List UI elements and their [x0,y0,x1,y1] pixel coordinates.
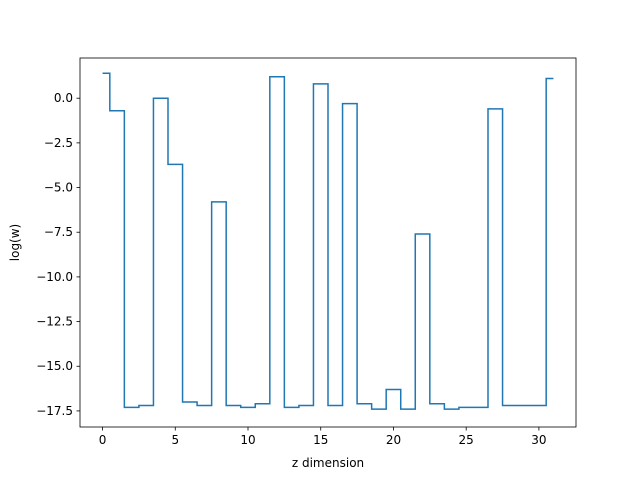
x-tick-label: 20 [386,433,401,447]
y-tick-label: −17.5 [36,404,73,418]
x-axis-label: z dimension [292,456,364,470]
y-tick-label: 0.0 [54,91,73,105]
y-tick-label: −15.0 [36,359,73,373]
plot-frame [79,57,577,428]
x-tick-label: 0 [99,433,107,447]
y-tick-label: −10.0 [36,270,73,284]
plot-layer [102,72,554,410]
x-tick-label: 5 [171,433,179,447]
x-tick-label: 15 [313,433,328,447]
x-axis: 0 5 10 15 20 25 30 [99,427,547,447]
x-tick-label: 25 [459,433,474,447]
x-tick-label: 30 [531,433,546,447]
y-tick-label: −7.5 [44,225,73,239]
series-step-line [102,72,554,410]
y-axis: 0.0 −2.5 −5.0 −7.5 −10.0 −12.5 −15.0 −17.5 [36,91,80,418]
y-tick-label: −5.0 [44,181,73,195]
x-tick-label: 10 [240,433,255,447]
y-tick-label: −2.5 [44,136,73,150]
y-axis-label: log(w) [8,224,22,261]
y-tick-label: −12.5 [36,315,73,329]
